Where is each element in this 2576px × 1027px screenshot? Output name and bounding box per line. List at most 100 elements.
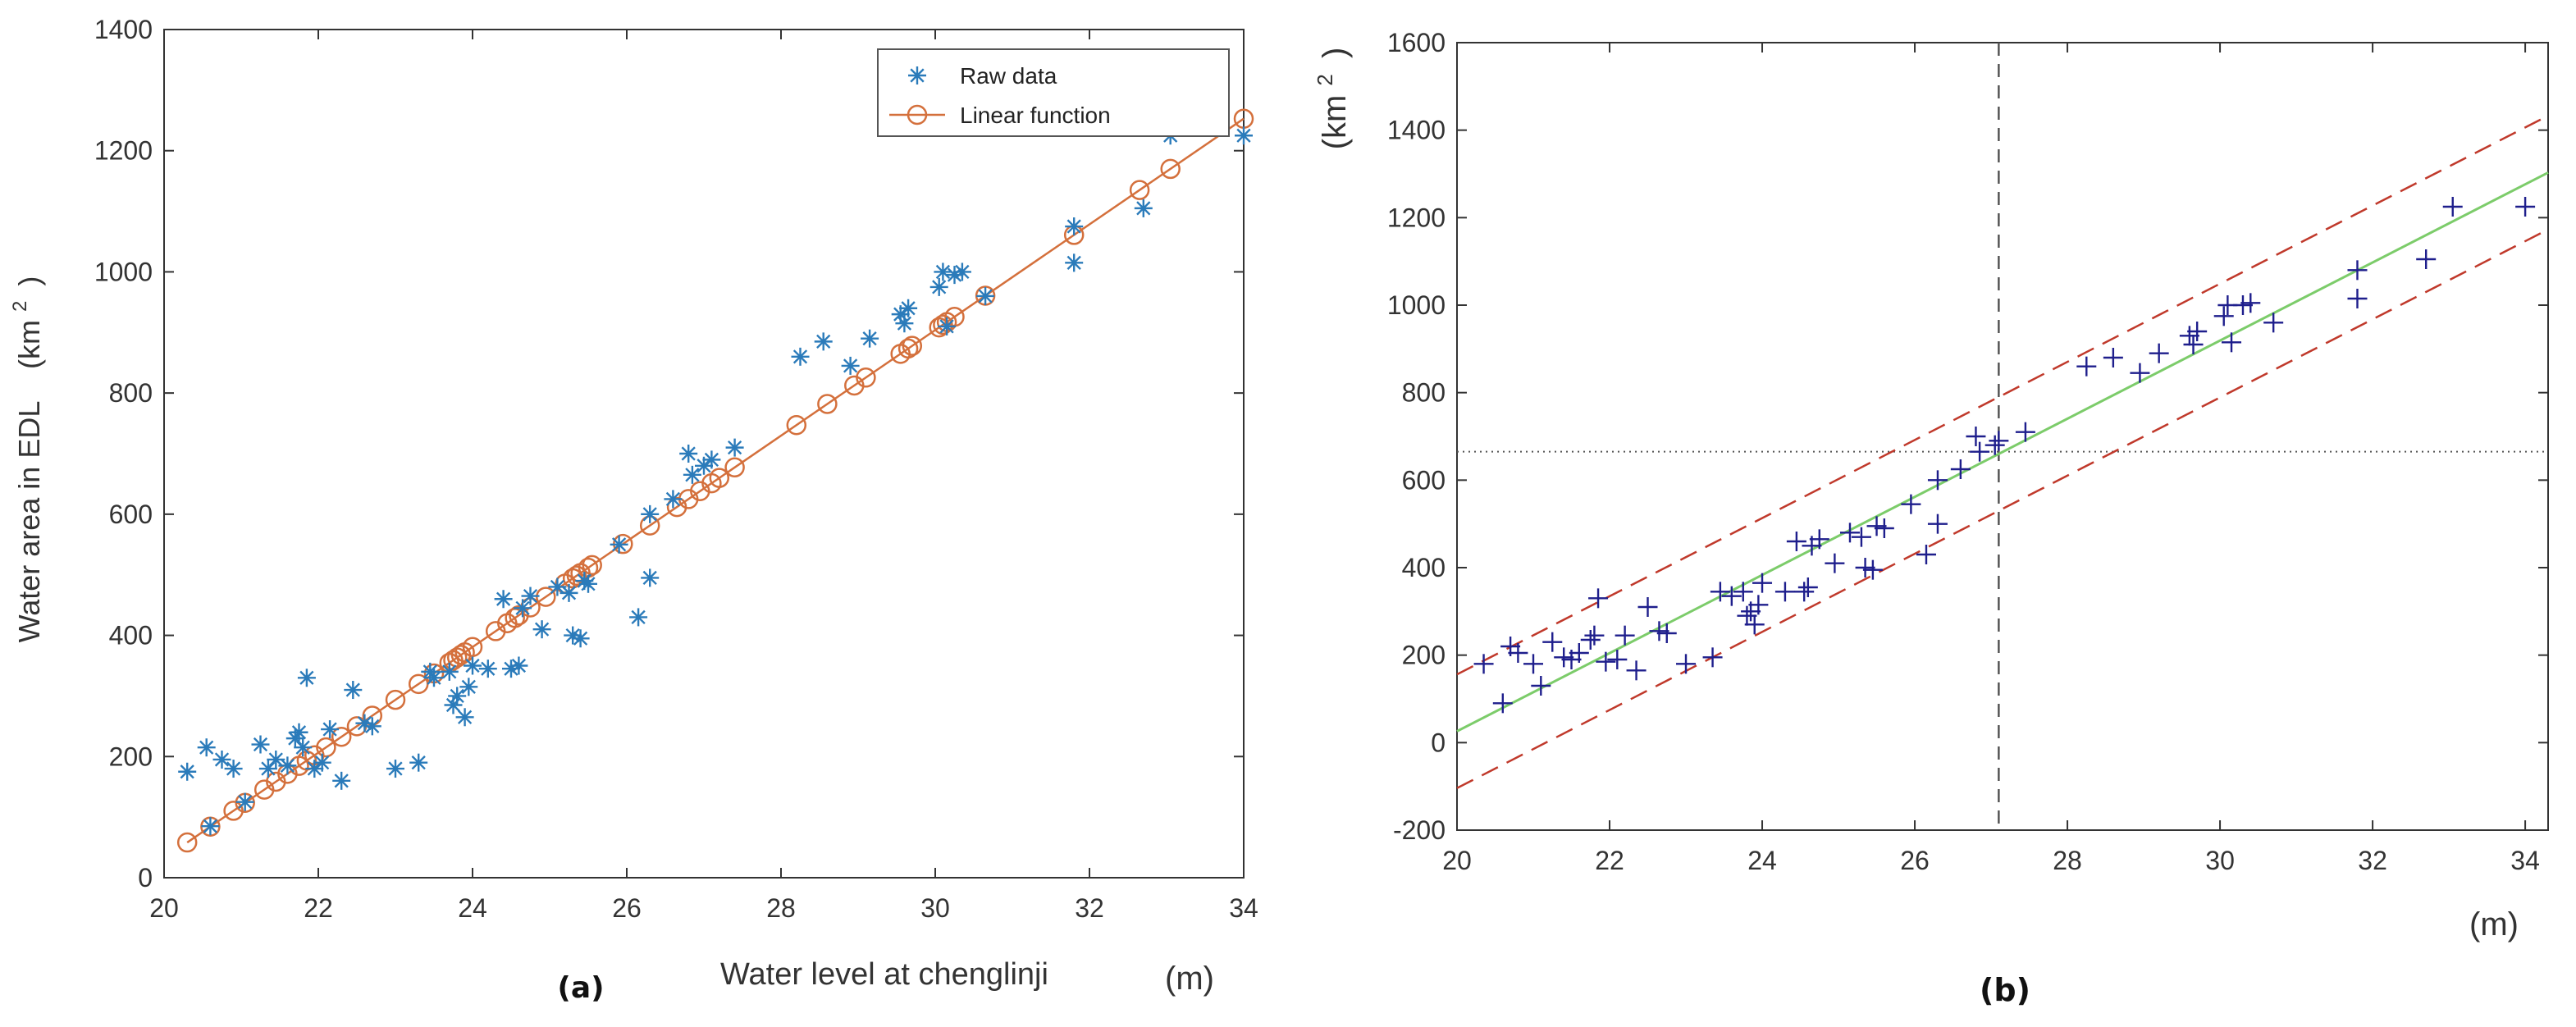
observed-point bbox=[1950, 459, 1971, 479]
legend-box bbox=[877, 48, 1230, 137]
x-tick-label-a: 32 bbox=[1075, 893, 1104, 923]
y-tick-label-b: 1600 bbox=[1387, 28, 1446, 57]
observed-point bbox=[2347, 260, 2368, 281]
raw-data-point bbox=[895, 314, 914, 333]
svg-text:Water area in EDL (km: Water area in EDL (km 2 ) bbox=[0, 276, 46, 643]
observed-point bbox=[1927, 514, 1948, 534]
raw-data-point bbox=[679, 445, 698, 463]
y-tick-label-a: 1200 bbox=[94, 136, 153, 166]
observed-point bbox=[1596, 651, 1616, 672]
observed-point bbox=[1656, 623, 1677, 643]
raw-data-point bbox=[725, 438, 744, 457]
observed-point bbox=[1637, 597, 1658, 617]
linear-function-point bbox=[856, 367, 876, 388]
x-tick-label-b: 30 bbox=[2205, 846, 2235, 875]
raw-data-point bbox=[1065, 253, 1084, 272]
raw-data-point bbox=[448, 687, 467, 705]
observed-point bbox=[1531, 676, 1551, 696]
plot-area-b bbox=[1456, 42, 2549, 831]
observed-point bbox=[1580, 630, 1601, 650]
y-tick-label-b: 1000 bbox=[1387, 290, 1446, 320]
fit-line bbox=[1456, 171, 2549, 733]
y-tick-label-b: 1200 bbox=[1387, 203, 1446, 232]
plot-area-a bbox=[163, 29, 1245, 879]
x-tick-label-a: 28 bbox=[766, 893, 796, 923]
raw-data-point bbox=[344, 681, 363, 700]
raw-data-point bbox=[952, 262, 971, 281]
x-tick-label-a: 20 bbox=[149, 893, 179, 923]
x-tick-label-a: 22 bbox=[304, 893, 333, 923]
x-axis-label-a: Water level at chenglinji bbox=[720, 957, 1048, 992]
y-tick-label-a: 1400 bbox=[94, 15, 153, 44]
observed-point bbox=[1554, 647, 1574, 668]
raw-data-point bbox=[455, 708, 474, 727]
observed-point bbox=[1752, 573, 1773, 593]
fit-lines-b bbox=[1456, 43, 2549, 830]
legend-label-linear-function: Linear function bbox=[960, 103, 1111, 128]
observed-point bbox=[2232, 295, 2253, 315]
y-tick-label-b: -200 bbox=[1393, 815, 1446, 845]
observed-point bbox=[1744, 614, 1765, 635]
raw-data-point bbox=[363, 717, 381, 736]
raw-data-point bbox=[440, 662, 459, 681]
x-tick-label-a: 30 bbox=[920, 893, 950, 923]
raw-data-point bbox=[355, 714, 374, 733]
raw-data-point bbox=[332, 771, 351, 790]
observed-point bbox=[1473, 654, 1494, 674]
observed-point bbox=[2515, 197, 2536, 217]
observed-point bbox=[2183, 335, 2204, 354]
observed-point bbox=[2347, 289, 2368, 308]
linear-function-point bbox=[709, 468, 730, 488]
y-axis-unit-sup-b: 2 bbox=[1313, 74, 1337, 85]
legend-marker-linear-circle bbox=[907, 104, 928, 126]
x-tick-label-b: 34 bbox=[2510, 846, 2540, 875]
svg-text:(km 2 ): (km 2 ) bbox=[1304, 48, 1353, 150]
raw-data-point bbox=[861, 329, 879, 348]
x-tick-label-b: 20 bbox=[1442, 846, 1472, 875]
observed-point bbox=[1797, 577, 1818, 597]
raw-data-point bbox=[297, 669, 316, 687]
y-tick-label-b: 600 bbox=[1402, 465, 1446, 495]
linear-function-point bbox=[316, 737, 336, 758]
y-axis-unit-close-a: ) bbox=[12, 276, 46, 286]
x-axis-unit-b: (m) bbox=[2469, 906, 2519, 943]
x-axis-unit-a: (m) bbox=[1165, 961, 1214, 997]
observed-point bbox=[2222, 332, 2242, 353]
observed-point bbox=[1542, 632, 1563, 652]
observed-point bbox=[1862, 559, 1883, 580]
raw-data-point bbox=[409, 753, 428, 772]
observed-point bbox=[2103, 348, 2123, 367]
raw-data-point bbox=[934, 262, 952, 281]
raw-data-point bbox=[579, 574, 597, 593]
raw-data-point bbox=[1134, 199, 1153, 217]
observed-point bbox=[1721, 586, 1742, 606]
raw-data-point bbox=[938, 317, 957, 335]
observed-point bbox=[2442, 197, 2463, 217]
legend-asterisk bbox=[908, 66, 926, 84]
series-layer-b bbox=[1473, 197, 2536, 714]
observed-point bbox=[1649, 621, 1669, 641]
x-tick-label-b: 24 bbox=[1747, 846, 1777, 875]
linear-function-point bbox=[817, 394, 838, 414]
y-axis-label-a: Water area in EDL (km 2 ) bbox=[0, 276, 46, 643]
observed-point bbox=[1866, 516, 1887, 536]
observed-point bbox=[1523, 654, 1544, 674]
y-axis-unit-a: (km bbox=[12, 320, 46, 369]
observed-point bbox=[2076, 356, 2097, 377]
y-tick-label-b: 1400 bbox=[1387, 116, 1446, 145]
x-tick-label-a: 26 bbox=[612, 893, 642, 923]
observed-point bbox=[1855, 558, 1875, 577]
linear-function-point bbox=[897, 338, 919, 359]
raw-data-point bbox=[1235, 126, 1253, 145]
observed-point bbox=[1588, 588, 1609, 609]
raw-data-point bbox=[683, 465, 701, 484]
raw-data-point bbox=[212, 750, 231, 769]
linear-function-point bbox=[1160, 158, 1181, 180]
legend-a: Raw data Linear function bbox=[877, 48, 1230, 137]
raw-data-point bbox=[532, 620, 551, 639]
raw-data-point bbox=[1065, 217, 1084, 236]
observed-point bbox=[1748, 595, 1769, 615]
y-tick-label-a: 0 bbox=[138, 863, 153, 892]
observed-point bbox=[1733, 582, 1753, 602]
